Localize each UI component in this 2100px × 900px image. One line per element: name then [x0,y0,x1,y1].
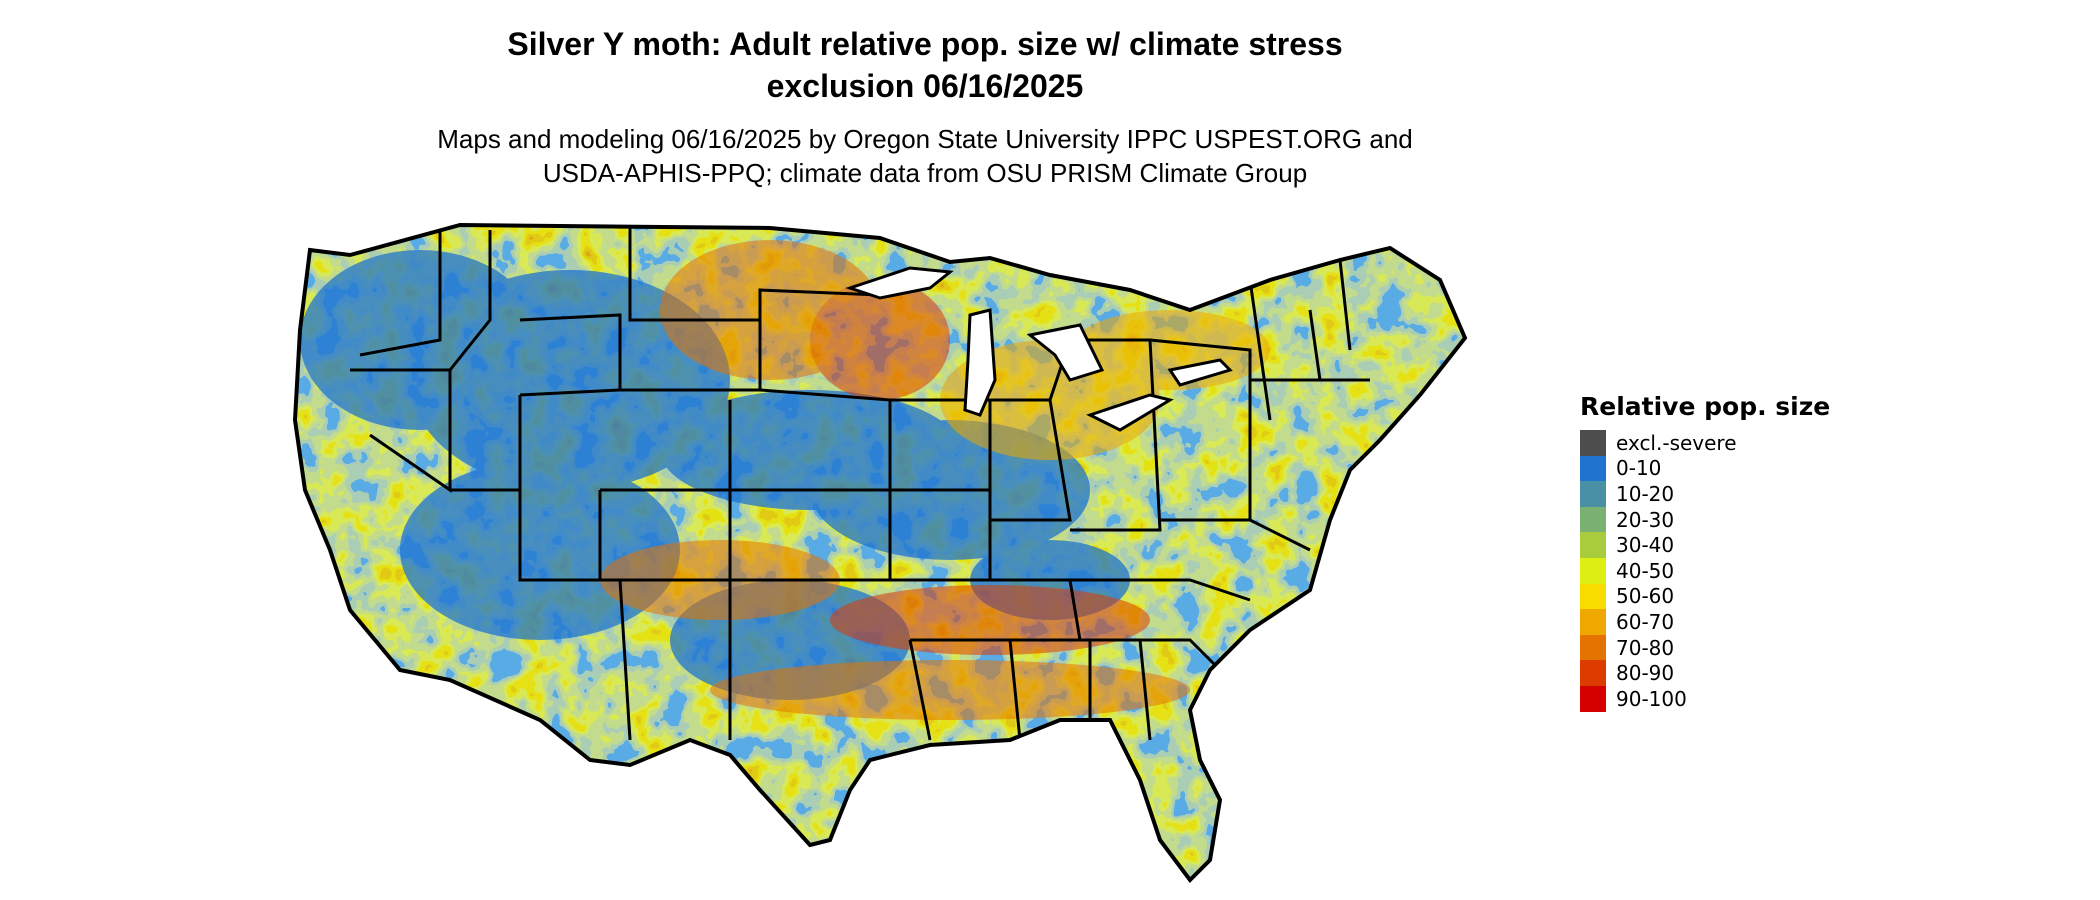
legend-label: 40-50 [1616,558,1675,583]
legend-item: 10-20 [1580,481,1830,507]
legend-swatch [1580,634,1606,661]
legend-item: 0-10 [1580,455,1830,482]
map-title-line1: Silver Y moth: Adult relative pop. size … [507,26,1343,62]
legend-title: Relative pop. size [1580,392,1831,421]
legend-item: 70-80 [1580,634,1830,661]
legend-swatch [1580,557,1606,584]
legend-label: 80-90 [1616,661,1675,686]
legend-label: 30-40 [1616,533,1675,558]
legend-swatch [1580,481,1606,507]
legend-items: excl.-severe 0-10 10-20 20-30 30-40 40-50 50-6… [1580,430,1830,712]
legend-label: 60-70 [1616,609,1675,634]
map-title-line2: exclusion 06/16/2025 [766,68,1084,104]
legend: Relative pop. size excl.-severe 0-10 10-20… [1580,392,1830,712]
legend-item: 90-100 [1580,685,1830,712]
legend-swatch [1580,685,1606,712]
legend-item: 60-70 [1580,609,1830,635]
legend-swatch [1580,583,1606,610]
legend-label: 50-60 [1616,584,1675,609]
legend-swatch [1580,506,1606,533]
great-lakes [845,266,1233,432]
legend-label: 70-80 [1616,635,1675,660]
population-raster [295,225,1465,880]
legend-swatch [1580,532,1606,558]
legend-item: 50-60 [1580,583,1830,610]
legend-label: 0-10 [1616,456,1662,481]
legend-item: 20-30 [1580,506,1830,533]
legend-swatch [1580,455,1606,482]
legend-item: 40-50 [1580,557,1830,584]
map-subtitle-line2: USDA-APHIS-PPQ; climate data from OSU PR… [542,158,1308,188]
legend-label: excl.-severe [1616,430,1737,455]
legend-item: excl.-severe [1580,430,1830,456]
legend-item: 80-90 [1580,660,1830,686]
legend-label: 10-20 [1616,481,1675,506]
legend-item: 30-40 [1580,532,1830,558]
us-map [293,223,1467,882]
legend-swatch [1580,609,1606,635]
legend-swatch [1580,660,1606,686]
legend-swatch [1580,430,1606,456]
legend-label: 20-30 [1616,507,1675,532]
map-subtitle-line1: Maps and modeling 06/16/2025 by Oregon S… [437,124,1413,154]
legend-label: 90-100 [1616,686,1687,711]
